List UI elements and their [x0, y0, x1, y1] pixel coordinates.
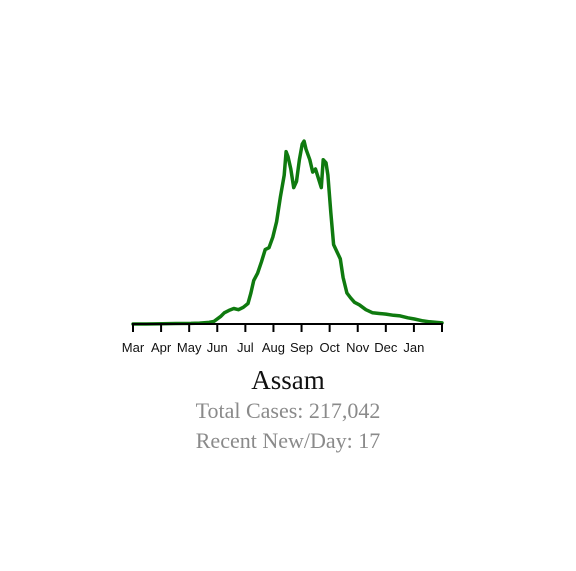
plot-area — [131, 139, 444, 326]
x-tick-label: Apr — [151, 340, 172, 355]
recent-new-per-day-text: Recent New/Day: 17 — [195, 428, 381, 453]
x-tick-label: Jan — [403, 340, 424, 355]
x-tick-label: Oct — [320, 340, 341, 355]
x-tick-label: Jul — [237, 340, 254, 355]
x-tick-label: Jun — [207, 340, 228, 355]
x-tick-label: Dec — [374, 340, 398, 355]
x-tick-label: Aug — [262, 340, 285, 355]
total-cases-text: Total Cases: 217,042 — [195, 398, 381, 423]
x-tick-label: Sep — [290, 340, 313, 355]
x-axis: Mar Apr May Jun Jul Aug Sep Oct Nov Dec Jan — [122, 323, 443, 355]
series-line-0 — [131, 139, 444, 326]
x-tick-label: Mar — [122, 340, 145, 355]
x-tick-label: Nov — [346, 340, 370, 355]
x-tick-label: May — [177, 340, 202, 355]
region-title: Assam — [251, 365, 325, 395]
